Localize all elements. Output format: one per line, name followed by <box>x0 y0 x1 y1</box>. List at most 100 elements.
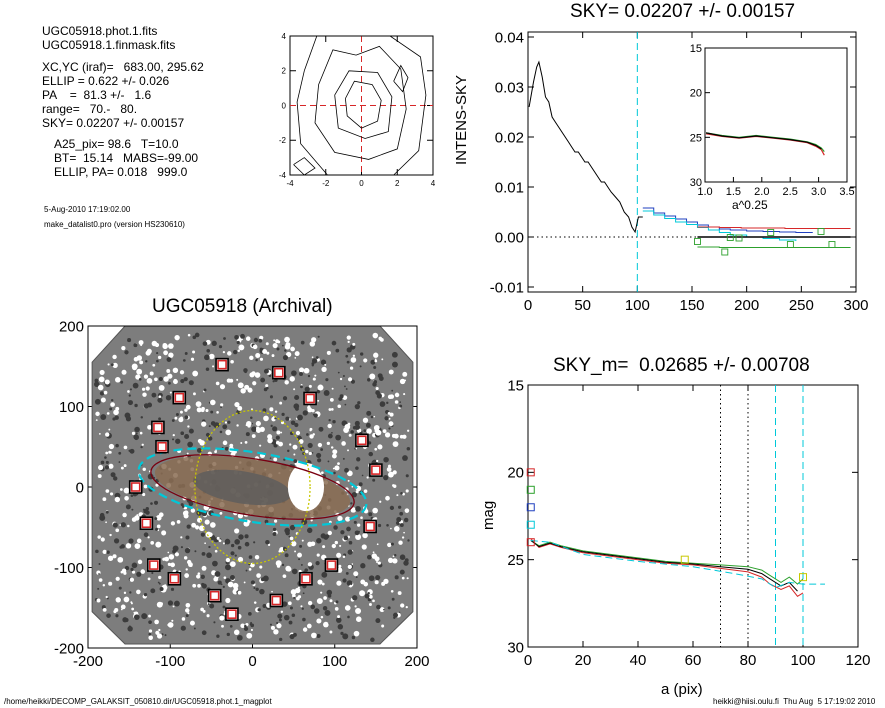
image-speckle-dot <box>274 410 278 413</box>
image-speckle-dot <box>342 374 345 377</box>
image-speckle-dot <box>363 358 368 363</box>
image-speckle-dot <box>184 434 190 440</box>
image-speckle-dot <box>375 574 381 581</box>
image-speckle-dot <box>180 370 184 374</box>
star-mask-square <box>215 357 229 372</box>
image-speckle-dot <box>240 623 245 628</box>
image-speckle-dot <box>156 633 163 639</box>
image-speckle-dot <box>98 432 101 435</box>
star-mask-inner <box>149 560 159 570</box>
image-speckle-dot <box>127 626 133 632</box>
image-speckle-dot <box>154 342 160 348</box>
image-speckle-dot <box>376 604 381 610</box>
image-speckle-dot <box>225 597 231 604</box>
image-speckle-dot <box>352 354 356 357</box>
sky-y-tick-label: 0.02 <box>495 129 524 146</box>
image-speckle-dot <box>105 451 109 455</box>
image-y-tick-label: 0 <box>76 479 84 496</box>
image-speckle-dot <box>143 374 149 379</box>
image-speckle-dot <box>240 333 245 339</box>
image-speckle-dot <box>361 474 364 477</box>
image-speckle-dot <box>156 515 162 521</box>
image-speckle-dot <box>331 453 337 459</box>
image-speckle-dot <box>302 617 306 622</box>
galaxy-core <box>193 469 292 506</box>
image-speckle-dot <box>255 421 261 427</box>
image-speckle-dot <box>255 353 261 358</box>
contour-line <box>393 64 409 93</box>
contour-x-tick-label: 0 <box>359 179 364 188</box>
image-speckle-dot <box>181 617 186 621</box>
image-speckle-dot <box>209 603 215 609</box>
image-speckle-dot <box>229 561 236 567</box>
image-speckle-dot <box>99 391 105 396</box>
image-speckle-dot <box>225 429 232 436</box>
image-speckle-dot <box>255 587 259 592</box>
image-speckle-dot <box>345 516 351 522</box>
image-speckle-dot <box>316 598 323 605</box>
image-speckle-dot <box>105 510 109 514</box>
image-speckle-dot <box>200 574 205 580</box>
image-speckle-dot <box>267 434 273 440</box>
image-speckle-dot <box>120 604 126 610</box>
image-speckle-dot <box>162 342 168 348</box>
image-speckle-dot <box>106 613 111 618</box>
image-speckle-dot <box>300 340 305 345</box>
image-speckle-dot <box>394 392 400 398</box>
image-speckle-dot <box>220 583 223 586</box>
image-speckle-dot <box>222 440 228 446</box>
image-speckle-dot <box>136 538 142 544</box>
image-speckle-dot <box>260 377 266 383</box>
image-speckle-dot <box>334 465 340 471</box>
image-speckle-dot <box>355 608 362 614</box>
image-speckle-dot <box>391 351 398 358</box>
image-speckle-dot <box>334 607 339 611</box>
image-speckle-dot <box>272 342 278 349</box>
inset-x-tick-label: 2.5 <box>783 186 798 198</box>
image-ellipse-yellow <box>194 409 311 565</box>
image-speckle-dot <box>363 429 367 433</box>
image-speckle-dot <box>387 542 392 548</box>
image-speckle-dot <box>391 597 395 601</box>
image-speckle-dot <box>142 467 146 472</box>
image-speckle-dot <box>290 346 295 352</box>
image-speckle-dot <box>212 365 215 368</box>
image-speckle-dot <box>206 614 210 618</box>
image-speckle-dot <box>246 632 253 639</box>
image-speckle-dot <box>214 571 221 577</box>
image-speckle-dot <box>393 433 399 439</box>
image-speckle-dot <box>311 356 314 359</box>
image-speckle-dot <box>192 583 197 588</box>
image-speckle-dot <box>366 476 369 479</box>
image-frame-top <box>87 325 418 649</box>
image-speckle-dot <box>145 507 149 511</box>
image-speckle-dot <box>324 363 327 366</box>
image-speckle-dot <box>157 355 162 360</box>
star-mask-square <box>225 607 239 621</box>
image-speckle-dot <box>375 429 382 436</box>
image-speckle-dot <box>108 443 115 450</box>
image-speckle-dot <box>393 612 398 618</box>
image-speckle-dot <box>309 427 313 431</box>
image-speckle-dot <box>315 561 320 566</box>
image-speckle-dot <box>357 401 361 405</box>
image-speckle-dot <box>195 401 202 408</box>
image-speckle-dot <box>276 347 280 351</box>
image-speckle-dot <box>281 601 288 607</box>
image-speckle-dot <box>108 463 114 469</box>
image-speckle-dot <box>165 394 172 401</box>
image-speckle-dot <box>334 540 338 545</box>
contour-x-tick-label: 2 <box>395 179 400 188</box>
image-speckle-dot <box>219 430 223 434</box>
image-speckle-dot <box>114 496 121 503</box>
star-mask-square <box>167 571 182 586</box>
image-speckle-dot <box>120 466 124 470</box>
image-speckle-dot <box>254 372 261 378</box>
star-mask-square <box>363 519 377 534</box>
image-speckle-dot <box>320 591 323 594</box>
mag-chart-xlabel: a (pix) <box>661 681 703 698</box>
image-speckle-dot <box>170 521 176 526</box>
image-speckle-dot <box>139 360 143 365</box>
image-speckle-dot <box>167 600 174 606</box>
image-speckle-dot <box>184 408 188 412</box>
